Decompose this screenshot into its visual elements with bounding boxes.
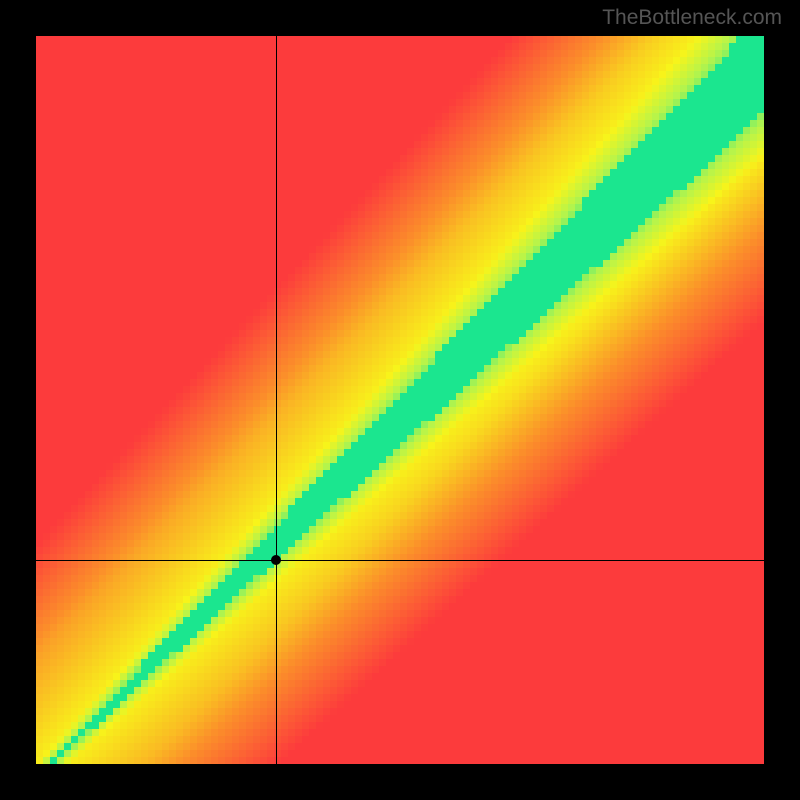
heatmap-canvas	[36, 36, 764, 764]
crosshair-dot	[271, 555, 281, 565]
crosshair-horizontal	[36, 560, 764, 561]
chart-container: TheBottleneck.com	[0, 0, 800, 800]
crosshair-vertical	[276, 36, 277, 764]
watermark-text: TheBottleneck.com	[602, 6, 782, 30]
plot-area	[36, 36, 764, 764]
